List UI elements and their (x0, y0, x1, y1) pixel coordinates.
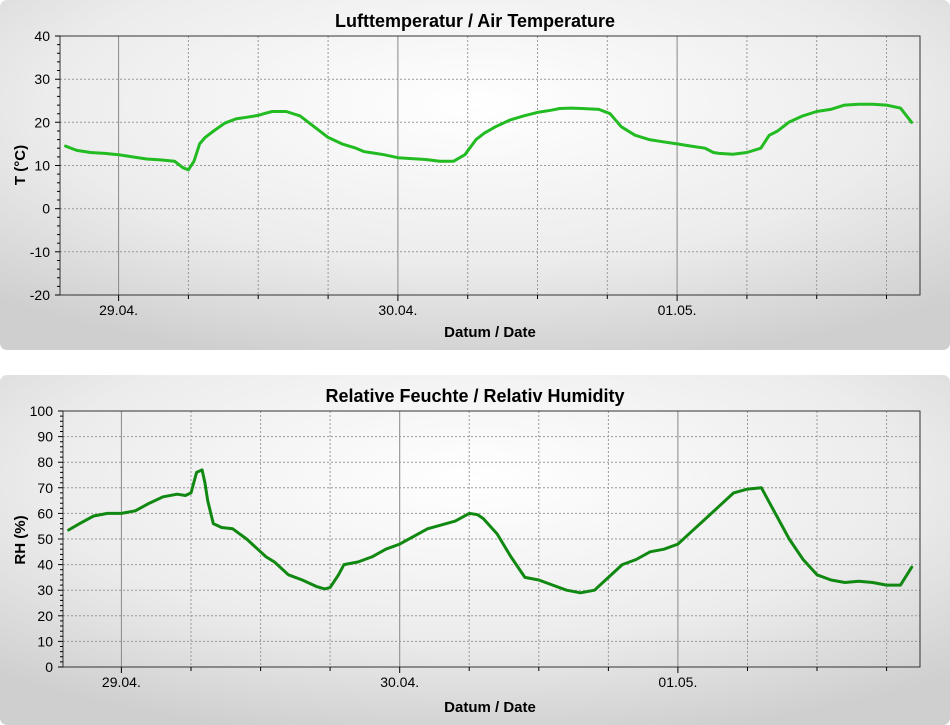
y-tick-label: 70 (37, 480, 53, 496)
y-tick-label: 40 (37, 557, 53, 573)
humidity-chart-panel: Relative Feuchte / Relativ Humidity 0 10 2… (0, 375, 950, 725)
y-tick-label: 30 (34, 71, 50, 87)
y-tick-label: 20 (34, 114, 50, 130)
y-axis-label: RH (%) (12, 515, 29, 564)
y-tick-label: 30 (37, 582, 53, 598)
chart-title: Lufttemperatur / Air Temperature (335, 11, 615, 31)
x-axis-label: Datum / Date (444, 324, 536, 341)
x-tick-label: 29.04. (99, 302, 138, 318)
y-tick-label: 100 (30, 403, 54, 419)
y-tick-label: 20 (37, 608, 53, 624)
temperature-chart-panel: Lufttemperatur / Air Temperature -20 -10 0… (0, 0, 950, 350)
y-tick-label: 60 (37, 505, 53, 521)
panel-background (0, 0, 950, 350)
y-tick-label: -10 (30, 244, 50, 260)
y-tick-label: -20 (30, 287, 50, 303)
x-tick-label: 01.05. (658, 302, 697, 318)
humidity-chart: Relative Feuchte / Relativ Humidity 0 10 2… (0, 375, 950, 725)
y-tick-label: 80 (37, 454, 53, 470)
x-tick-label: 30.04. (378, 302, 417, 318)
y-tick-label: 10 (34, 158, 50, 174)
y-tick-label: 50 (37, 531, 53, 547)
series-line (64, 102, 914, 172)
y-axis-label: T (°C) (12, 145, 29, 185)
y-tick-label: 90 (37, 429, 53, 445)
temperature-chart: Lufttemperatur / Air Temperature -20 -10 0… (0, 0, 950, 350)
x-tick-label: 30.04. (380, 674, 419, 690)
panel-background (0, 375, 950, 725)
y-tick-label: 0 (45, 659, 53, 675)
y-tick-label: 10 (37, 633, 53, 649)
plot-area: -20 -10 0 10 20 30 40 29.04. 30.04. 01.05. (30, 28, 921, 318)
y-tick-label: 0 (42, 201, 50, 217)
y-tick-label: 40 (34, 28, 50, 44)
series-line (67, 468, 914, 595)
x-tick-label: 29.04. (102, 674, 141, 690)
chart-title: Relative Feuchte / Relativ Humidity (325, 386, 624, 406)
plot-area: 0 10 20 30 40 50 60 70 80 90 100 29.04. 30.04. 01.05. (30, 403, 921, 690)
x-tick-label: 01.05. (658, 674, 697, 690)
x-axis-label: Datum / Date (444, 699, 536, 716)
